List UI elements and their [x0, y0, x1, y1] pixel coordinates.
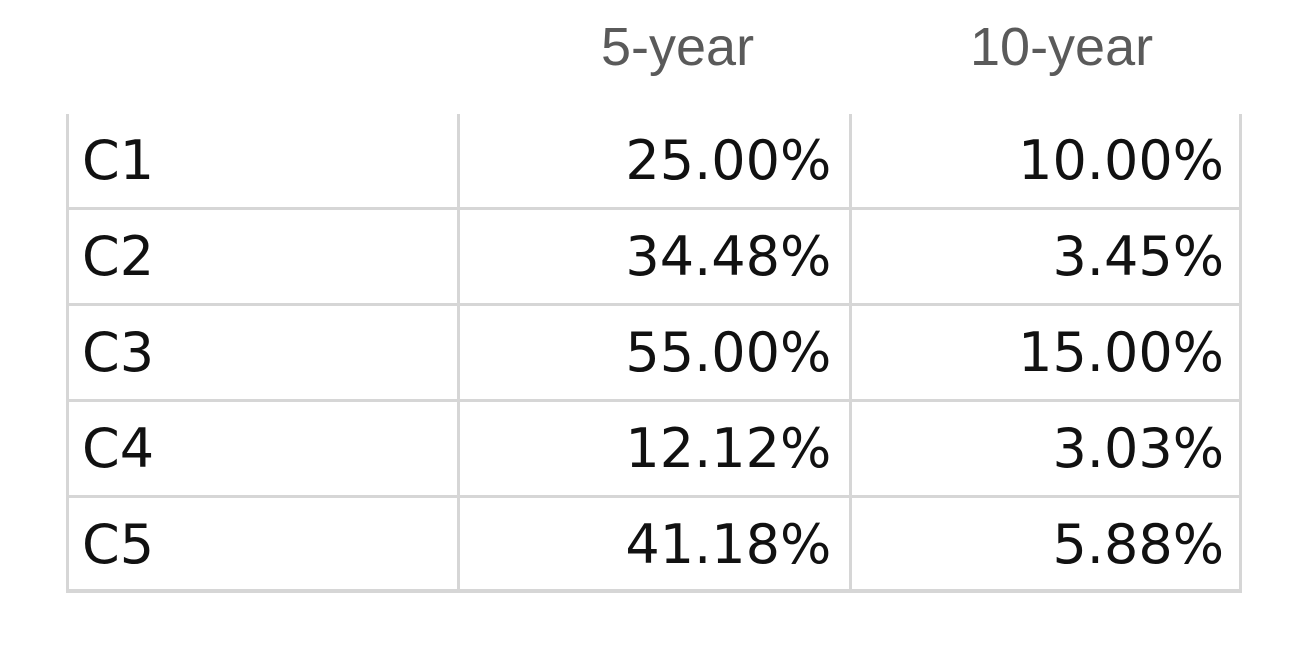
cell-5-year: 34.48% — [458, 208, 853, 306]
cell-5-year: 41.18% — [458, 496, 853, 591]
column-header-5-year: 5-year — [601, 17, 755, 77]
row-label: C3 — [66, 304, 460, 402]
table-row: C2 34.48% 3.45% — [66, 208, 1242, 306]
row-label: C1 — [66, 114, 460, 210]
table-row: C3 55.00% 15.00% — [66, 304, 1242, 402]
table-row: C5 41.18% 5.88% — [66, 496, 1242, 591]
table-row: C4 12.12% 3.03% — [66, 400, 1242, 498]
cell-5-year: 55.00% — [458, 304, 853, 402]
cell-5-year: 25.00% — [458, 114, 853, 210]
row-label: C5 — [66, 496, 460, 591]
cell-5-year: 12.12% — [458, 400, 853, 498]
column-header-10-year: 10-year — [970, 17, 1154, 77]
cell-10-year: 5.88% — [1052, 513, 1224, 576]
row-label: C2 — [66, 208, 460, 306]
row-label: C4 — [66, 400, 460, 498]
cell-10-year: 10.00% — [850, 114, 1242, 210]
table-row: C1 25.00% 10.00% — [66, 114, 1242, 210]
data-table: C1 25.00% 10.00% C2 34.48% 3.45% C3 55.0… — [66, 114, 1242, 591]
cell-10-year: 15.00% — [850, 304, 1242, 402]
cell-10-year: 3.45% — [850, 208, 1242, 306]
cell-10-year: 3.03% — [850, 400, 1242, 498]
